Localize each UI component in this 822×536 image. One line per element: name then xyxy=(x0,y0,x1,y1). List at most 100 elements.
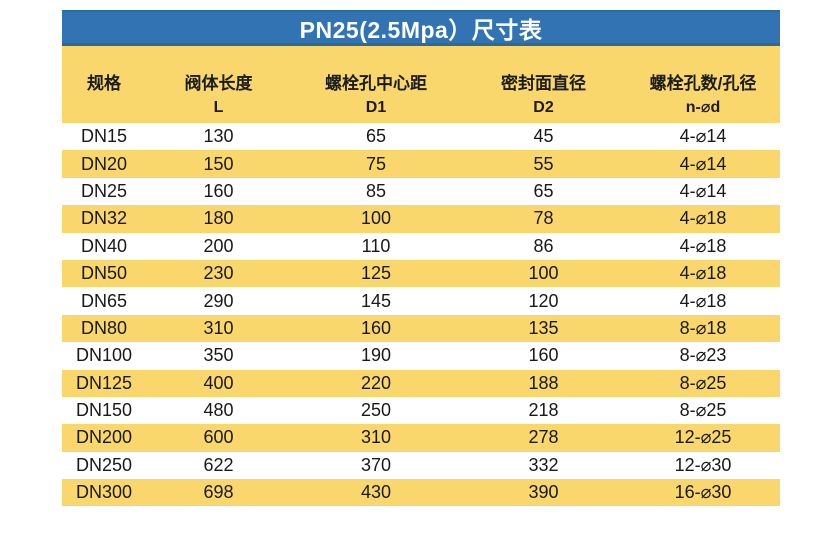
table-cell: 4-⌀14 xyxy=(679,126,727,147)
table-cell: 230 xyxy=(203,263,234,284)
table-cell: 8-⌀23 xyxy=(679,345,727,366)
table-body: DN15 130 65 45 4-⌀14 DN20 150 75 55 4-⌀14 DN25 160 8… xyxy=(62,123,780,507)
column-header-4: 密封面直径 D2 xyxy=(461,46,626,123)
table-cell: 100 xyxy=(528,263,559,284)
table-cell: 8-⌀18 xyxy=(679,317,727,338)
table-cell: 78 xyxy=(533,208,554,229)
column-header-symbol: n-⌀d xyxy=(685,99,721,116)
column-header-symbol xyxy=(62,96,146,120)
column-header-symbol: D1 xyxy=(365,99,387,116)
column-header-5: 螺栓孔数/孔径 n-⌀d xyxy=(626,46,780,123)
table-cell: DN65 xyxy=(80,290,128,311)
table-cell: 4-⌀18 xyxy=(679,290,727,311)
table-cell: 8-⌀25 xyxy=(679,400,727,421)
table-row: DN25 160 85 65 4-⌀14 xyxy=(62,177,780,206)
column-header-label: 螺栓孔中心距 xyxy=(325,74,427,93)
table-cell: 290 xyxy=(203,290,234,311)
table-cell: 12-⌀30 xyxy=(674,454,732,475)
table-cell: DN150 xyxy=(75,400,133,421)
table-row: DN65 290 145 120 4-⌀18 xyxy=(62,287,780,315)
table-cell: 12-⌀25 xyxy=(674,427,732,448)
column-header-3: 螺栓孔中心距 D1 xyxy=(291,46,461,123)
table-cell: 310 xyxy=(360,427,392,448)
column-header-2: 阀体长度 L xyxy=(146,46,291,123)
table-cell: DN300 xyxy=(75,482,133,503)
table-cell: 45 xyxy=(533,126,554,147)
table-cell: DN125 xyxy=(75,372,133,393)
table-row: DN250 622 370 332 12-⌀30 xyxy=(62,451,780,480)
table-cell: 135 xyxy=(528,317,559,338)
table-cell: 100 xyxy=(360,208,392,229)
table-cell: 4-⌀18 xyxy=(679,263,727,284)
table-cell: 400 xyxy=(203,372,234,393)
table-cell: DN15 xyxy=(80,126,128,147)
table-row: DN80 310 160 135 8-⌀18 xyxy=(62,314,780,343)
table-row: DN20 150 75 55 4-⌀14 xyxy=(62,150,780,178)
table-row: DN150 480 250 218 8-⌀25 xyxy=(62,396,780,425)
table-cell: 200 xyxy=(203,235,234,256)
table-cell: DN32 xyxy=(80,208,128,229)
table-cell: 125 xyxy=(360,263,392,284)
table-cell: 310 xyxy=(203,317,234,338)
table-cell: 332 xyxy=(528,454,559,475)
table-cell: 160 xyxy=(528,345,559,366)
header-row: 规格 阀体长度 L 螺栓孔中心距 D1 密封面直径 D2 螺栓孔数/孔径 n-⌀d xyxy=(62,46,780,123)
table-cell: 622 xyxy=(203,454,234,475)
table-row: DN300 698 430 390 16-⌀30 xyxy=(62,479,780,507)
table-cell: DN20 xyxy=(80,153,128,174)
table-cell: 16-⌀30 xyxy=(674,482,732,503)
table-cell: 188 xyxy=(528,372,559,393)
table-cell: 698 xyxy=(203,482,234,503)
table-cell: 600 xyxy=(203,427,234,448)
table-row: DN200 600 310 278 12-⌀25 xyxy=(62,424,780,452)
column-header-symbol: D2 xyxy=(533,99,554,116)
table-cell: 350 xyxy=(203,345,234,366)
dimension-table: 规格 阀体长度 L 螺栓孔中心距 D1 密封面直径 D2 螺栓孔数/孔径 n-⌀d DN15 13… xyxy=(62,46,780,507)
column-header-label: 螺栓孔数/孔径 xyxy=(649,74,757,93)
table-cell: 120 xyxy=(528,290,559,311)
column-header-label: 规格 xyxy=(87,74,121,93)
table-cell: 390 xyxy=(528,482,559,503)
table-cell: 150 xyxy=(203,153,234,174)
table-cell: DN50 xyxy=(80,263,128,284)
table-cell: 145 xyxy=(360,290,392,311)
table-cell: 160 xyxy=(360,317,392,338)
table-cell: 430 xyxy=(360,482,392,503)
column-header-1: 规格 xyxy=(62,46,146,123)
column-header-label: 阀体长度 xyxy=(184,74,253,93)
table-cell: 480 xyxy=(203,400,234,421)
table-title: PN25(2.5Mpa）尺寸表 xyxy=(299,16,543,43)
table-cell: 4-⌀18 xyxy=(679,208,727,229)
column-header-symbol: L xyxy=(213,99,224,116)
table-cell: DN250 xyxy=(75,454,133,475)
table-cell: 4-⌀14 xyxy=(679,153,727,174)
table-cell: 130 xyxy=(203,126,234,147)
column-header-label: 密封面直径 xyxy=(501,74,586,93)
table-cell: DN80 xyxy=(80,317,128,338)
table-row: DN125 400 220 188 8-⌀25 xyxy=(62,369,780,397)
table-title-bar: PN25(2.5Mpa）尺寸表 xyxy=(62,10,780,46)
table-cell: 75 xyxy=(365,153,387,174)
table-cell: DN100 xyxy=(75,345,133,366)
table-cell: 55 xyxy=(533,153,554,174)
table-cell: 160 xyxy=(203,180,234,201)
table-cell: DN200 xyxy=(75,427,133,448)
table-cell: 86 xyxy=(533,235,554,256)
table-cell: 278 xyxy=(528,427,559,448)
table-row: DN15 130 65 45 4-⌀14 xyxy=(62,123,780,151)
table-row: DN32 180 100 78 4-⌀18 xyxy=(62,205,780,233)
table-cell: 4-⌀14 xyxy=(679,180,727,201)
table-cell: 65 xyxy=(533,180,554,201)
table-cell: 85 xyxy=(365,180,387,201)
table-cell: DN25 xyxy=(80,180,128,201)
spec-table: PN25(2.5Mpa）尺寸表 规格 阀体长度 L 螺栓孔中心距 D1 密封面直径 D2 螺栓… xyxy=(62,10,780,507)
table-cell: 65 xyxy=(365,126,387,147)
table-cell: 218 xyxy=(528,400,559,421)
table-cell: 110 xyxy=(361,235,391,256)
table-row: DN100 350 190 160 8-⌀23 xyxy=(62,342,780,370)
table-row: DN50 230 125 100 4-⌀18 xyxy=(62,259,780,288)
table-row: DN40 200 110 86 4-⌀18 xyxy=(62,232,780,260)
table-cell: 220 xyxy=(360,372,392,393)
table-cell: 250 xyxy=(360,400,392,421)
